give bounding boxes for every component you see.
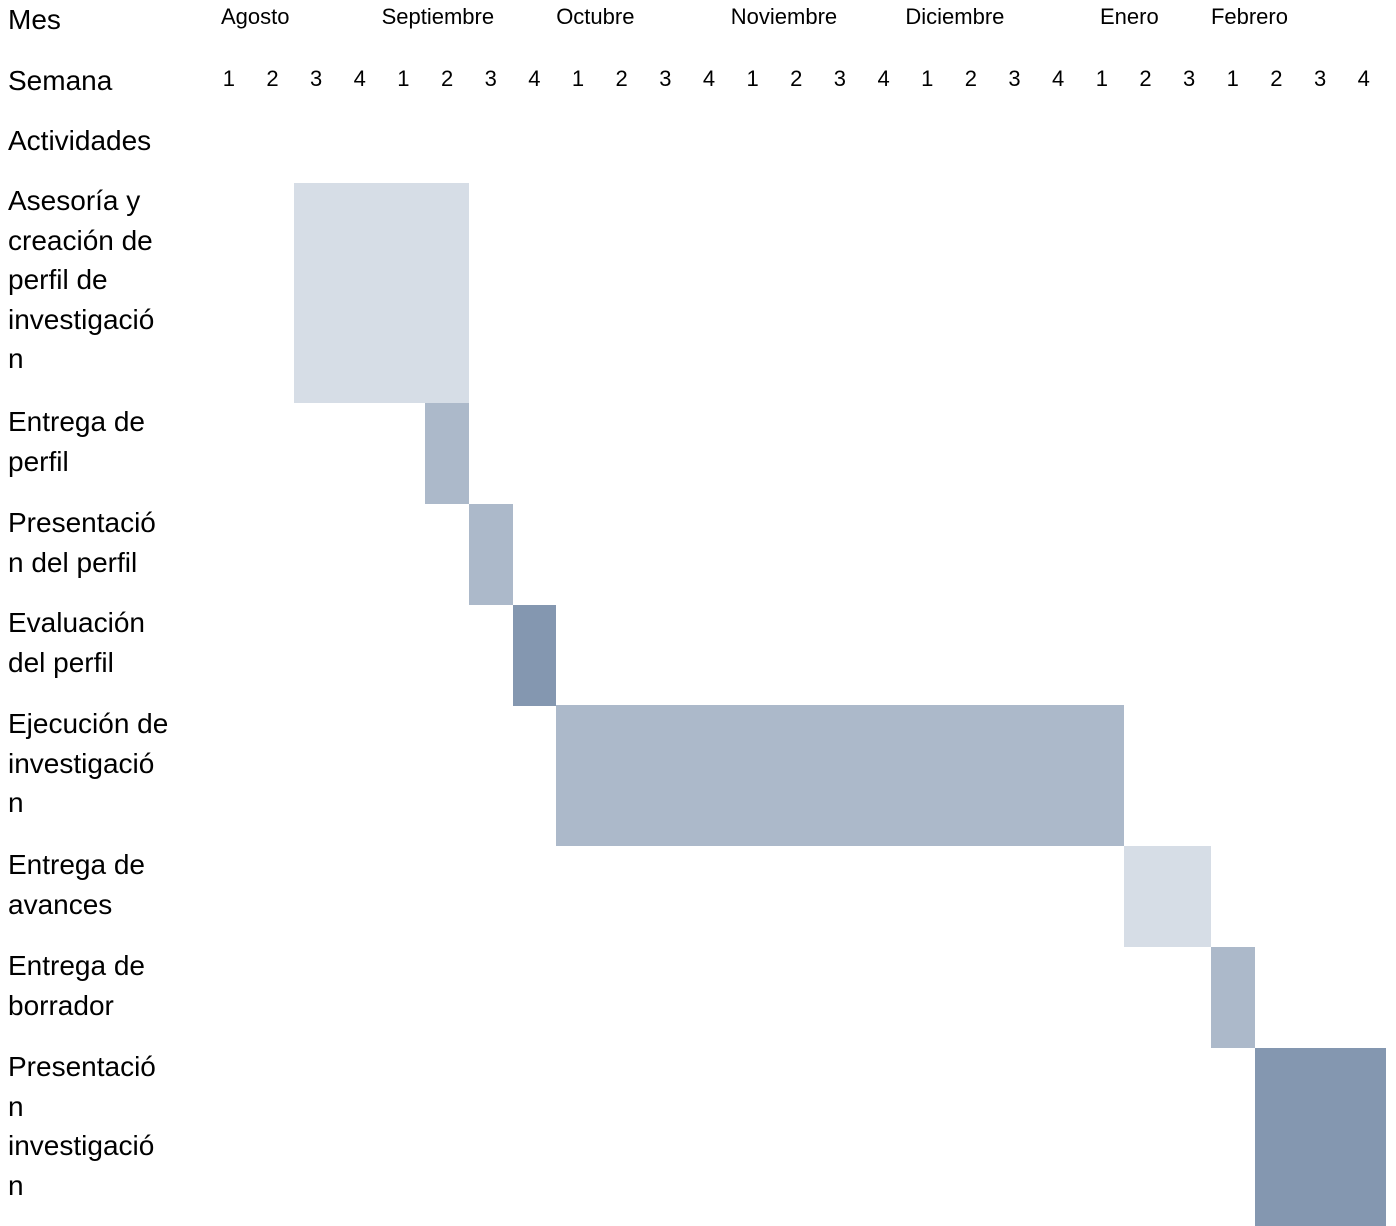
task-label: Presentació n del perfil: [8, 507, 156, 578]
task-label: Evaluación del perfil: [8, 607, 145, 678]
week-header: 4: [353, 66, 366, 91]
month-header-febrero: Febrero: [1210, 4, 1288, 29]
week-header: 4: [702, 66, 716, 91]
task-bar: [1210, 947, 1255, 1048]
task-bar: [556, 705, 1124, 846]
week-header: 4: [1357, 66, 1370, 91]
task-label: Entrega de perfil: [8, 406, 145, 477]
task-label: Entrega de borrador: [8, 950, 145, 1021]
week-header: 2: [440, 66, 454, 91]
month-header-septiembre: Septiembre: [381, 4, 495, 29]
month-header-agosto: Agosto: [221, 4, 290, 29]
week-header: 1: [397, 66, 410, 91]
month-header-noviembre: Noviembre: [730, 4, 838, 29]
week-header: 3: [1313, 66, 1327, 91]
task-label: Entrega de avances: [8, 849, 145, 920]
task-bar: [294, 183, 469, 403]
week-header: 1: [921, 66, 934, 91]
week-header: 2: [615, 66, 628, 91]
task-label: Presentació n investigació n: [8, 1051, 156, 1201]
week-header: 2: [1270, 66, 1283, 91]
task-label: Ejecución de investigació n: [8, 708, 169, 818]
activities-row-label: Actividades: [8, 125, 152, 156]
month-header-diciembre: Diciembre: [905, 4, 1005, 29]
week-header: 4: [528, 66, 541, 91]
week-header: 2: [1139, 66, 1152, 91]
week-header: 1: [1226, 66, 1239, 91]
week-header: 2: [266, 66, 279, 91]
month-header-octubre: Octubre: [556, 4, 635, 29]
week-header: 1: [746, 66, 759, 91]
task-bar: [1254, 1048, 1386, 1226]
task-bar: [1123, 846, 1211, 947]
week-header: 2: [964, 66, 977, 91]
week-header: 4: [1052, 66, 1065, 91]
task-bar: [512, 605, 557, 706]
week-header: 1: [571, 66, 585, 91]
week-row-label: Semana: [8, 65, 113, 96]
week-header: 3: [310, 66, 323, 91]
task-bar: [425, 403, 469, 504]
week-header: 3: [833, 66, 847, 91]
week-header: 3: [659, 66, 672, 91]
month-header-enero: Enero: [1100, 4, 1159, 29]
week-header: 3: [1183, 66, 1196, 91]
task-label: Asesoría y creación de perfil de investi…: [8, 185, 155, 374]
week-header: 2: [790, 66, 803, 91]
task-bar: [468, 504, 513, 605]
week-header: 3: [1008, 66, 1021, 91]
week-header: 1: [1095, 66, 1108, 91]
month-row-label: Mes: [8, 4, 61, 35]
week-header: 4: [877, 66, 890, 91]
week-header: 3: [484, 66, 497, 91]
week-header: 1: [222, 66, 235, 91]
